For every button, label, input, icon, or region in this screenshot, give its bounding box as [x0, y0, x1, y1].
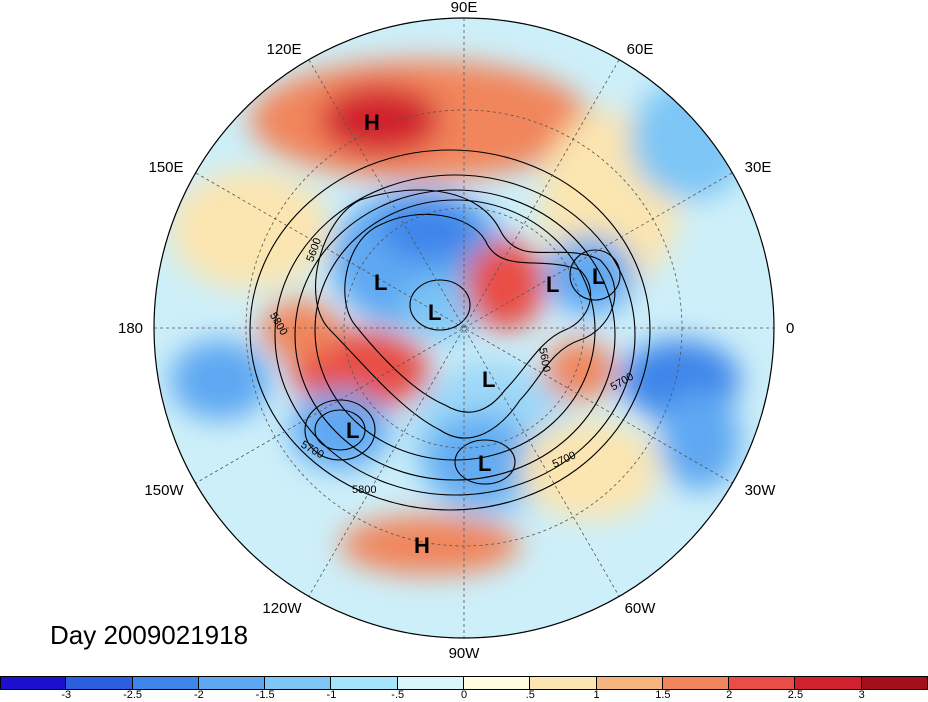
low-center: L: [428, 300, 442, 325]
lon-label-30w: 30W: [744, 482, 776, 499]
graticule: [154, 18, 774, 638]
high-center: H: [414, 533, 430, 558]
low-center: L: [592, 264, 606, 289]
colorbar-swatch: [397, 676, 464, 690]
colorbar-tick-label: 3: [858, 689, 865, 701]
lon-label-150e: 150E: [148, 159, 184, 176]
colorbar-swatch: [729, 676, 796, 690]
lon-label-120e: 120E: [266, 41, 302, 58]
low-center: L: [546, 272, 560, 297]
day-label: Day 2009021918: [50, 620, 249, 650]
high-center: H: [364, 110, 380, 135]
anomaly-field: [154, 18, 774, 638]
contour-label: 5800: [352, 484, 377, 496]
colorbar: [0, 676, 928, 690]
colorbar-tick-label: 1.5: [655, 689, 671, 701]
low-center: L: [374, 270, 388, 295]
lon-label-180: 180: [118, 320, 144, 337]
colorbar-tick-label: -1: [326, 689, 337, 701]
lon-label-60w: 60W: [624, 600, 656, 617]
colorbar-swatch: [66, 676, 133, 690]
colorbar-swatch: [265, 676, 332, 690]
lon-label-0: 0: [786, 320, 795, 337]
lon-label-90e: 90E: [450, 0, 478, 16]
lon-label-120w: 120W: [262, 600, 302, 617]
lon-label-30e: 30E: [744, 159, 772, 176]
lon-label-60e: 60E: [626, 41, 654, 58]
colorbar-swatch: [530, 676, 597, 690]
lon-label-90w: 90W: [448, 645, 480, 662]
low-center: L: [346, 418, 360, 443]
colorbar-swatch: [861, 676, 928, 690]
colorbar-tick-label: -2.5: [123, 689, 143, 701]
colorbar-tick-label: 2: [726, 689, 733, 701]
colorbar-tick-label: -2: [193, 689, 204, 701]
colorbar-swatch: [198, 676, 266, 690]
colorbar-tick-label: .5: [525, 689, 535, 701]
colorbar-tick-label: 1: [593, 689, 600, 701]
colorbar-swatch: [463, 676, 531, 690]
colorbar-swatch: [662, 676, 730, 690]
map-boundary: [153, 17, 775, 639]
colorbar-tick-label: -1.5: [255, 689, 275, 701]
colorbar-swatch: [331, 676, 398, 690]
lon-label-150w: 150W: [144, 482, 184, 499]
colorbar-tick-label: 2.5: [787, 689, 804, 701]
low-center: L: [478, 451, 492, 476]
colorbar-swatch: [596, 676, 663, 690]
colorbar-tick-label: -3: [61, 689, 72, 701]
colorbar-tick-label: -.5: [391, 689, 405, 701]
colorbar-swatch: [132, 676, 199, 690]
colorbar-tick-label: 0: [460, 689, 468, 701]
colorbar-swatch: [795, 676, 862, 690]
low-center: L: [482, 367, 496, 392]
colorbar-swatch: [0, 676, 67, 690]
